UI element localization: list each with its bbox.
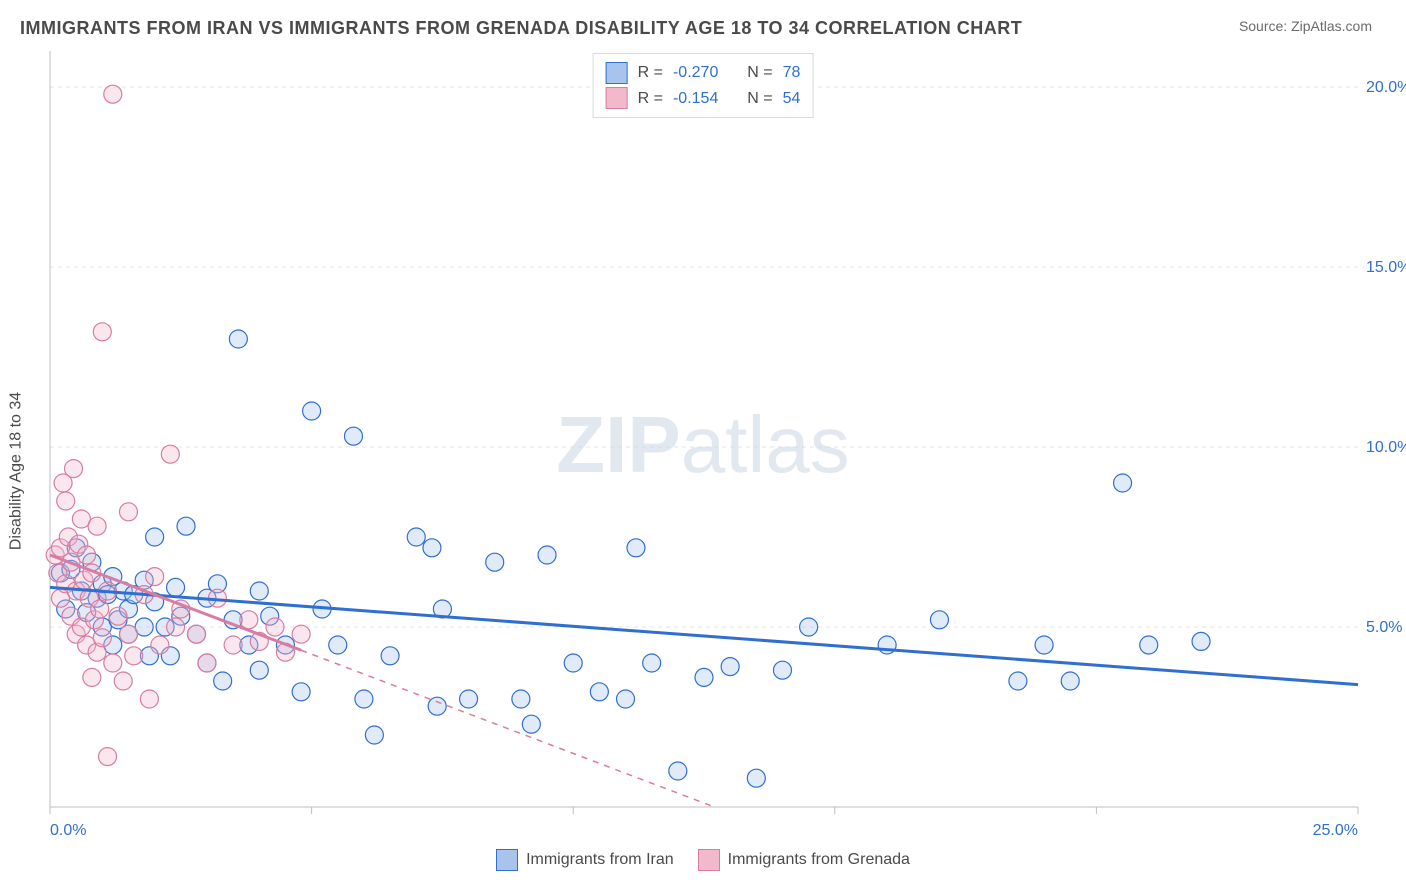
series-legend: Immigrants from Iran Immigrants from Gre… (0, 849, 1406, 871)
y-axis-label: Disability Age 18 to 34 (8, 392, 26, 550)
legend-swatch-grenada (698, 849, 720, 871)
title-bar: IMMIGRANTS FROM IRAN VS IMMIGRANTS FROM … (0, 0, 1406, 47)
legend-swatch-iran (496, 849, 518, 871)
chart-area: Disability Age 18 to 34 5.0% 10.0% 15.0% 20… (0, 47, 1406, 877)
scatter-chart: 5.0% 10.0% 15.0% 20.0% 0.0% 25.0% (0, 47, 1406, 867)
legend-item-iran: Immigrants from Iran (496, 849, 674, 871)
legend-item-grenada: Immigrants from Grenada (698, 849, 910, 871)
chart-title: IMMIGRANTS FROM IRAN VS IMMIGRANTS FROM … (20, 18, 1022, 39)
source-label: Source: ZipAtlas.com (1239, 18, 1372, 34)
svg-text:25.0%: 25.0% (1313, 822, 1358, 839)
correlation-legend: R =-0.270 N =78R =-0.154 N =54 (593, 53, 814, 118)
svg-text:10.0%: 10.0% (1366, 439, 1406, 456)
legend-label-grenada: Immigrants from Grenada (728, 851, 910, 869)
legend-label-iran: Immigrants from Iran (526, 851, 674, 869)
svg-text:20.0%: 20.0% (1366, 79, 1406, 96)
svg-text:15.0%: 15.0% (1366, 259, 1406, 276)
svg-text:5.0%: 5.0% (1366, 619, 1402, 636)
svg-text:0.0%: 0.0% (50, 822, 86, 839)
